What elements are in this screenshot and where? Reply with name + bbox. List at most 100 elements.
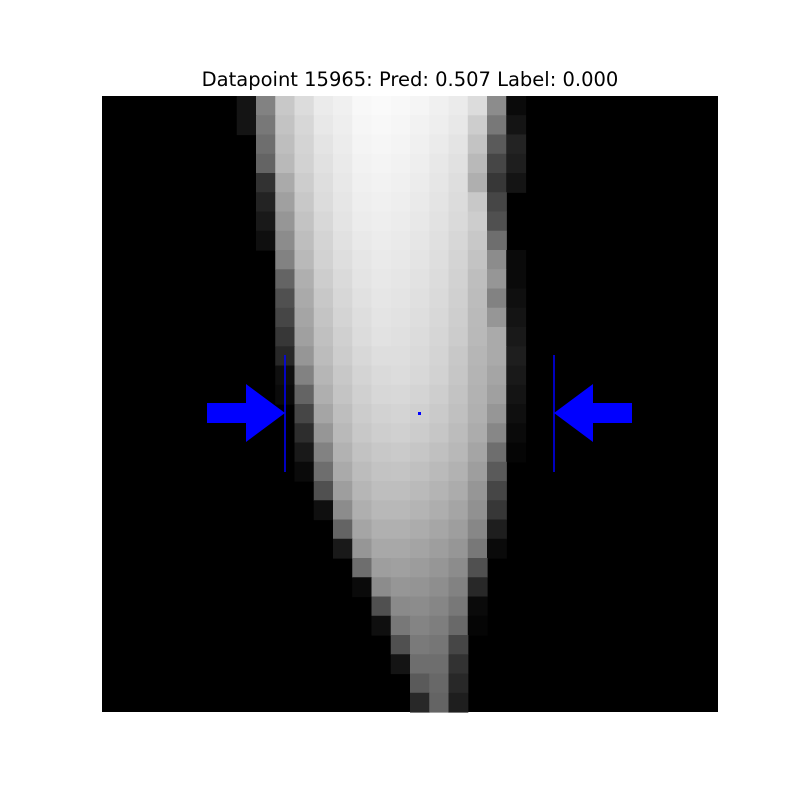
image-pixel <box>275 173 296 193</box>
image-pixel <box>410 365 430 386</box>
image-pixel <box>448 461 469 482</box>
image-pixel <box>275 115 296 136</box>
image-pixel <box>487 519 507 540</box>
image-pixel <box>390 538 411 559</box>
image-pixel <box>467 211 488 232</box>
image-pixel <box>294 230 315 251</box>
image-pixel <box>275 230 296 251</box>
image-pixel <box>371 384 392 405</box>
image-pixel <box>448 654 469 675</box>
image-pixel <box>390 134 411 155</box>
image-pixel <box>448 404 469 424</box>
image-pixel <box>506 423 527 444</box>
image-pixel <box>275 96 296 116</box>
image-pixel <box>467 404 488 424</box>
image-pixel <box>333 96 353 116</box>
image-pixel <box>371 192 392 213</box>
image-pixel <box>410 654 430 675</box>
image-pixel <box>410 692 430 713</box>
image-pixel <box>410 481 430 501</box>
image-pixel <box>448 96 469 116</box>
image-pixel <box>352 423 373 444</box>
image-pixel <box>294 211 315 232</box>
image-pixel <box>467 519 488 540</box>
image-pixel <box>371 481 392 501</box>
image-pixel <box>352 538 373 559</box>
image-pixel <box>429 384 450 405</box>
image-pixel <box>333 519 353 540</box>
image-pixel <box>352 269 373 290</box>
image-pixel <box>487 96 507 116</box>
center-dot-icon <box>418 412 421 415</box>
image-pixel <box>333 442 353 463</box>
image-pixel <box>448 577 469 598</box>
image-pixel <box>410 577 430 598</box>
image-pixel <box>371 346 392 367</box>
image-pixel <box>352 481 373 501</box>
image-pixel <box>390 327 411 347</box>
image-pixel <box>333 250 353 270</box>
image-pixel <box>410 442 430 463</box>
figure-title: Datapoint 15965: Pred: 0.507 Label: 0.00… <box>201 68 619 91</box>
image-pixel <box>410 230 430 251</box>
image-pixel <box>313 500 334 521</box>
image-pixel <box>410 250 430 270</box>
image-pixel <box>390 365 411 386</box>
image-pixel <box>429 442 450 463</box>
image-pixel <box>313 404 334 424</box>
image-pixel <box>294 346 315 367</box>
image-pixel <box>352 519 373 540</box>
image-pixel <box>467 500 488 521</box>
image-pixel <box>371 423 392 444</box>
image-pixel <box>448 365 469 386</box>
image-pixel <box>390 500 411 521</box>
image-pixel <box>448 192 469 213</box>
image-pixel <box>294 115 315 136</box>
image-pixel <box>294 461 315 482</box>
image-pixel <box>429 538 450 559</box>
image-pixel <box>256 192 276 213</box>
image-pixel <box>313 423 334 444</box>
image-pixel <box>333 115 353 136</box>
image-pixel <box>506 288 527 309</box>
image-pixel <box>429 250 450 270</box>
image-pixel <box>313 481 334 501</box>
image-pixel <box>429 192 450 213</box>
image-pixel <box>371 327 392 347</box>
image-pixel <box>371 211 392 232</box>
image-pixel <box>352 577 373 598</box>
image-pixel <box>333 461 353 482</box>
image-pixel <box>467 288 488 309</box>
image-pixel <box>236 115 257 136</box>
image-pixel <box>410 461 430 482</box>
image-pixel <box>429 173 450 193</box>
image-pixel <box>294 96 315 116</box>
image-pixel <box>448 519 469 540</box>
image-pixel <box>313 307 334 328</box>
image-pixel <box>352 96 373 116</box>
image-pixel <box>487 115 507 136</box>
image-pixel <box>448 211 469 232</box>
image-pixel <box>506 404 527 424</box>
image-pixel <box>448 596 469 617</box>
image-pixel <box>429 481 450 501</box>
image-pixel <box>410 288 430 309</box>
image-pixel <box>313 96 334 116</box>
image-pixel <box>487 250 507 270</box>
image-pixel <box>390 596 411 617</box>
image-pixel <box>275 153 296 174</box>
image-pixel <box>506 115 527 136</box>
image-pixel <box>410 307 430 328</box>
image-pixel <box>313 153 334 174</box>
image-pixel <box>294 404 315 424</box>
image-pixel <box>390 384 411 405</box>
image-pixel <box>467 596 488 617</box>
image-pixel <box>371 250 392 270</box>
image-pixel <box>487 153 507 174</box>
image-pixel <box>429 558 450 578</box>
image-pixel <box>294 327 315 347</box>
image-pixel <box>410 153 430 174</box>
image-pixel <box>429 596 450 617</box>
image-pixel <box>313 269 334 290</box>
